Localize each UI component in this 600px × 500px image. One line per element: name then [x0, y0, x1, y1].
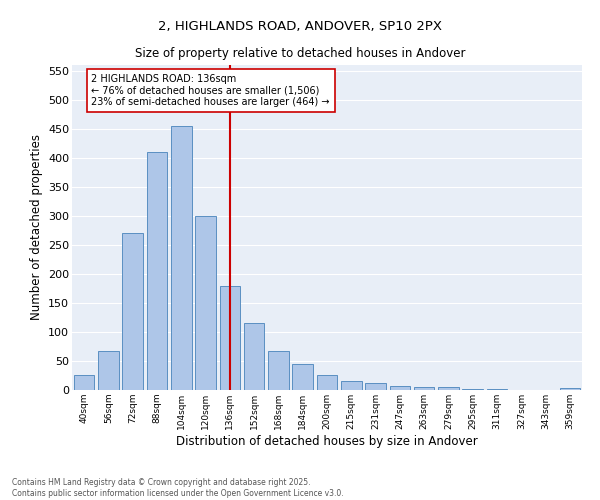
Bar — [220, 286, 240, 390]
Bar — [560, 388, 580, 390]
Bar — [414, 387, 434, 390]
Text: Size of property relative to detached houses in Andover: Size of property relative to detached ho… — [135, 48, 465, 60]
Bar — [122, 234, 143, 390]
Bar — [463, 389, 483, 390]
Bar — [268, 350, 289, 390]
Text: 2 HIGHLANDS ROAD: 136sqm
← 76% of detached houses are smaller (1,506)
23% of sem: 2 HIGHLANDS ROAD: 136sqm ← 76% of detach… — [91, 74, 330, 107]
Text: Contains HM Land Registry data © Crown copyright and database right 2025.
Contai: Contains HM Land Registry data © Crown c… — [12, 478, 344, 498]
Bar — [341, 380, 362, 390]
Y-axis label: Number of detached properties: Number of detached properties — [29, 134, 43, 320]
Bar — [171, 126, 191, 390]
Bar — [365, 383, 386, 390]
Bar — [98, 350, 119, 390]
Bar — [74, 376, 94, 390]
X-axis label: Distribution of detached houses by size in Andover: Distribution of detached houses by size … — [176, 434, 478, 448]
Bar — [146, 152, 167, 390]
Bar — [195, 216, 216, 390]
Bar — [438, 387, 459, 390]
Bar — [244, 324, 265, 390]
Text: 2, HIGHLANDS ROAD, ANDOVER, SP10 2PX: 2, HIGHLANDS ROAD, ANDOVER, SP10 2PX — [158, 20, 442, 33]
Bar — [389, 386, 410, 390]
Bar — [292, 364, 313, 390]
Bar — [317, 375, 337, 390]
